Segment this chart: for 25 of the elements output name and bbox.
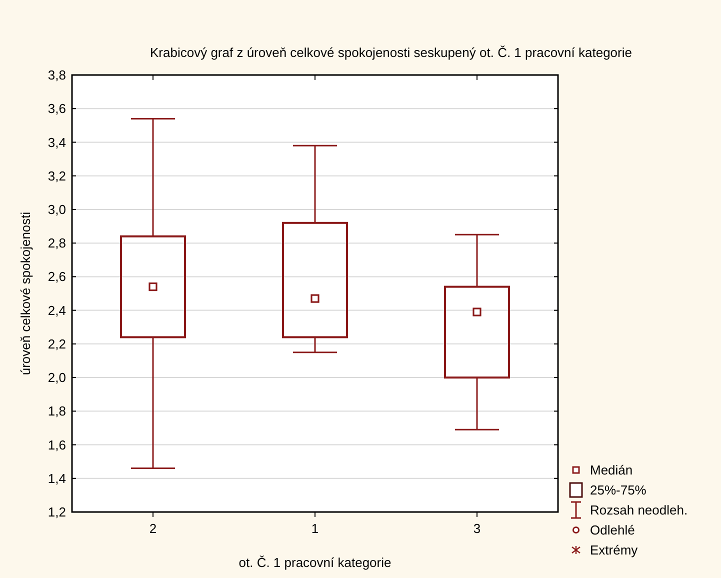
y-tick-label: 1,2 — [48, 504, 66, 520]
y-tick-label: 1,4 — [48, 470, 66, 486]
y-tick-label: 3,8 — [48, 68, 66, 83]
y-tick-label: 3,4 — [48, 134, 66, 150]
y-tick-label: 2,0 — [48, 370, 66, 386]
chart-title: Krabicový graf z úroveň celkové spokojenosti seskupený ot. Č. 1 pracovní kategorie — [150, 45, 632, 60]
x-axis-title: ot. Č. 1 pracovní kategorie — [238, 555, 392, 570]
y-tick-label: 1,6 — [48, 437, 66, 452]
y-tick-label: 2,8 — [48, 236, 66, 251]
x-tick-label: 2 — [149, 521, 157, 536]
text: Odlehlé — [590, 522, 635, 538]
text: Extrémy — [590, 542, 638, 558]
y-axis-title: úroveň celkové spokojenosti — [18, 212, 33, 376]
y-tick-label: 3,0 — [48, 202, 66, 218]
y-tick-label: 2,6 — [48, 269, 66, 284]
text: Rozsah neodleh. — [590, 502, 688, 518]
y-tick-label: 3,6 — [48, 101, 66, 116]
x-tick-label: 3 — [473, 521, 481, 536]
x-tick-label: 1 — [311, 521, 319, 536]
y-tick-label: 1,8 — [48, 404, 66, 419]
text: 25%-75% — [590, 482, 647, 498]
y-tick-label: 2,2 — [48, 336, 66, 352]
y-tick-label: 2,4 — [48, 302, 66, 318]
text: Medián — [590, 462, 633, 478]
y-tick-label: 3,2 — [48, 168, 66, 184]
